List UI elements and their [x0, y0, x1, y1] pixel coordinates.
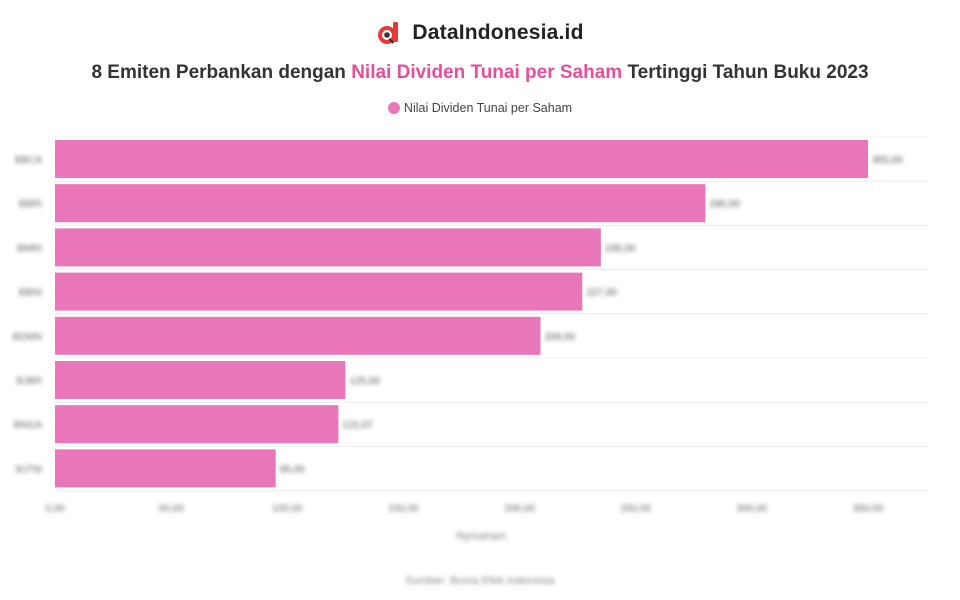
- brand-header: DataIndonesia.id: [0, 20, 960, 46]
- grid-lines: [55, 136, 928, 492]
- category-labels: BBCA BBRI BMRI BBNI BDMN BJBR BNGA BJTM: [13, 155, 43, 475]
- category-label: BDMN: [13, 332, 42, 343]
- chart-title: 8 Emiten Perbankan dengan Nilai Dividen …: [0, 62, 960, 84]
- bars: [55, 140, 868, 488]
- x-tick-label: 350,00: [853, 504, 884, 515]
- category-label: BJBR: [16, 376, 42, 387]
- data-label: 235,00: [605, 243, 636, 254]
- bar[interactable]: [55, 184, 706, 223]
- x-axis-label: Rp/saham: [456, 531, 506, 543]
- source-note: Sumber: Bursa Efek Indonesia: [405, 575, 555, 587]
- chart-title-suffix: Tertinggi Tahun Buku 2023: [622, 62, 869, 83]
- category-label: BNGA: [14, 420, 43, 431]
- data-label: 355,00: [872, 155, 903, 166]
- x-tick-label: 300,00: [737, 504, 768, 515]
- x-tick-label: 50,00: [159, 504, 184, 515]
- bar[interactable]: [55, 272, 583, 311]
- bar[interactable]: [55, 449, 276, 488]
- data-labels: 355,00 280,00 235,00 227,00 209,00 125,00 122,…: [280, 155, 903, 475]
- x-tick-label: 250,00: [620, 504, 651, 515]
- category-label: BBNI: [19, 288, 42, 299]
- category-label: BJTM: [16, 464, 42, 475]
- x-axis-ticks: 0,00 50,00 100,00 150,00 200,00 250,00 300,00 3…: [45, 504, 883, 515]
- dataindonesia-logo-icon: [378, 22, 399, 44]
- category-label: BBCA: [15, 155, 43, 166]
- bar[interactable]: [55, 405, 339, 444]
- x-tick-label: 150,00: [388, 504, 419, 515]
- bar[interactable]: [55, 361, 346, 399]
- data-label: 95,00: [280, 464, 305, 475]
- chart-title-prefix: 8 Emiten Perbankan dengan: [91, 62, 352, 83]
- chart-legend[interactable]: Nilai Dividen Tunai per Saham: [0, 101, 960, 115]
- category-label: BMRI: [17, 243, 42, 254]
- data-label: 227,00: [586, 288, 617, 299]
- x-tick-label: 200,00: [504, 504, 535, 515]
- legend-marker: [387, 102, 400, 114]
- data-label: 280,00: [709, 199, 740, 210]
- data-label: 122,07: [342, 420, 373, 431]
- bar[interactable]: [55, 140, 868, 178]
- data-label: 125,00: [349, 376, 380, 387]
- chart-title-highlight: Nilai Dividen Tunai per Saham: [351, 62, 623, 83]
- category-label: BBRI: [19, 199, 42, 210]
- bar[interactable]: [55, 316, 541, 355]
- data-label: 209,00: [544, 332, 575, 343]
- bar[interactable]: [55, 228, 601, 267]
- brand-name: DataIndonesia.id: [412, 21, 584, 44]
- x-tick-label: 100,00: [272, 504, 303, 515]
- x-tick-label: 0,00: [45, 504, 65, 515]
- legend-label: Nilai Dividen Tunai per Saham: [403, 101, 573, 115]
